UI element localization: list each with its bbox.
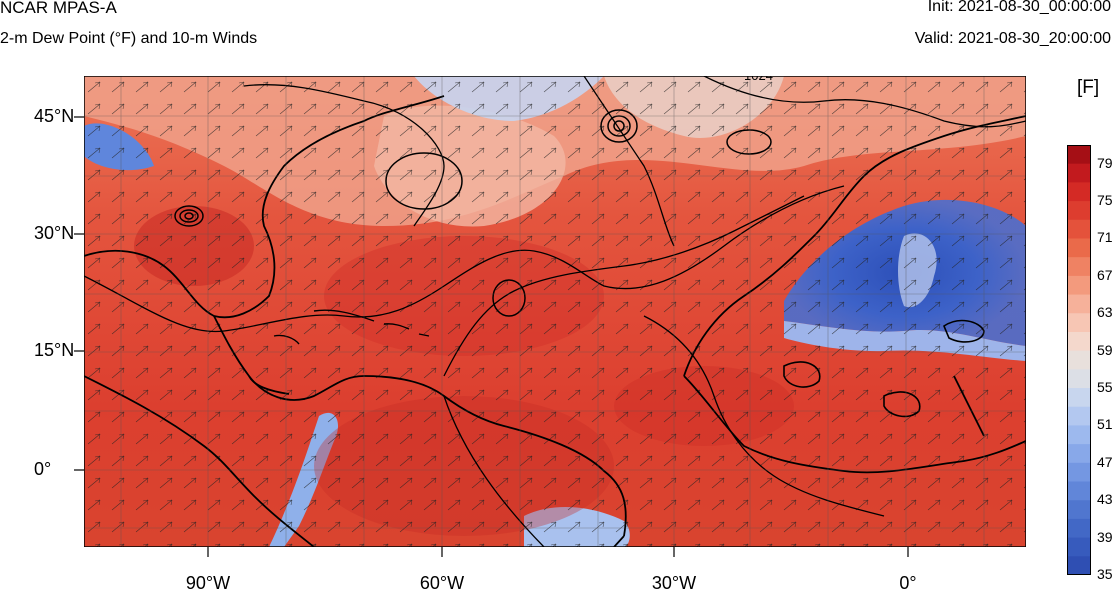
colorbar-swatch xyxy=(1067,500,1091,520)
colorbar-label: 47 xyxy=(1097,453,1113,470)
map-subtitle: 2-m Dew Point (°F) and 10-m Winds xyxy=(0,30,258,47)
map-title: NCAR MPAS-A xyxy=(0,0,117,17)
colorbar-label: 55 xyxy=(1097,379,1113,396)
lon-label-0: 0° xyxy=(899,573,917,593)
colorbar-swatch xyxy=(1067,350,1091,370)
isobars xyxy=(84,76,1026,547)
colorbar-label: 59 xyxy=(1097,341,1113,358)
coastlines xyxy=(84,95,1026,547)
colorbar-swatch xyxy=(1067,481,1091,501)
colorbar-swatch xyxy=(1067,556,1091,575)
colorbar-label: 63 xyxy=(1097,304,1113,321)
colorbar-label: 75 xyxy=(1097,192,1113,209)
colorbar-label: 39 xyxy=(1097,528,1113,545)
colorbar-swatch xyxy=(1067,518,1091,539)
colorbar-swatch xyxy=(1067,163,1091,183)
colorbar-swatch xyxy=(1067,425,1091,445)
colorbar-swatch xyxy=(1067,537,1091,557)
isobar-label: 1024 xyxy=(744,76,773,83)
colorbar-swatch xyxy=(1067,201,1091,221)
lat-label-30n: 30°N xyxy=(34,223,75,243)
colorbar-swatch xyxy=(1067,331,1091,352)
colorbar-label: 67 xyxy=(1097,266,1113,283)
colorbar-label: 51 xyxy=(1097,416,1113,433)
colorbar-label: 43 xyxy=(1097,491,1113,508)
colorbar-swatch xyxy=(1067,406,1091,426)
lon-label-60w: 60°W xyxy=(419,573,465,593)
caribbean-islands xyxy=(273,309,430,345)
colorbar-label: 71 xyxy=(1097,229,1113,246)
closed-lows xyxy=(174,109,772,317)
dewpoint-map: 1024 xyxy=(84,76,1026,547)
colorbar-swatch xyxy=(1067,462,1091,483)
wind-vectors xyxy=(84,76,1026,547)
colorbar-swatch xyxy=(1067,219,1091,239)
graticule xyxy=(84,76,1026,547)
colorbar-swatch xyxy=(1067,275,1091,296)
colorbar-swatch xyxy=(1067,257,1091,277)
colorbar-swatch xyxy=(1067,294,1091,314)
colorbar-swatch xyxy=(1067,444,1091,464)
colorbar-swatch xyxy=(1067,388,1091,408)
init-time: Init: 2021-08-30_00:00:00 xyxy=(927,0,1111,15)
colorbar-swatch xyxy=(1067,313,1091,333)
colorbar-swatch xyxy=(1067,369,1091,389)
colorbar-swatch xyxy=(1067,238,1091,258)
colorbar-label: 35 xyxy=(1097,566,1113,582)
valid-time: Valid: 2021-08-30_20:00:00 xyxy=(914,30,1111,47)
colorbar-swatch xyxy=(1067,182,1091,202)
lat-label-45n: 45°N xyxy=(34,106,75,126)
colorbar-unit: [F] xyxy=(1077,77,1100,98)
colorbar-label: 79 xyxy=(1097,154,1113,171)
colorbar xyxy=(1067,145,1091,575)
lon-label-90w: 90°W xyxy=(185,573,231,593)
lat-label-15n: 15°N xyxy=(34,340,75,360)
colorbar-swatch xyxy=(1067,145,1091,165)
lon-label-30w: 30°W xyxy=(651,573,697,593)
lat-label-0: 0° xyxy=(34,459,52,479)
